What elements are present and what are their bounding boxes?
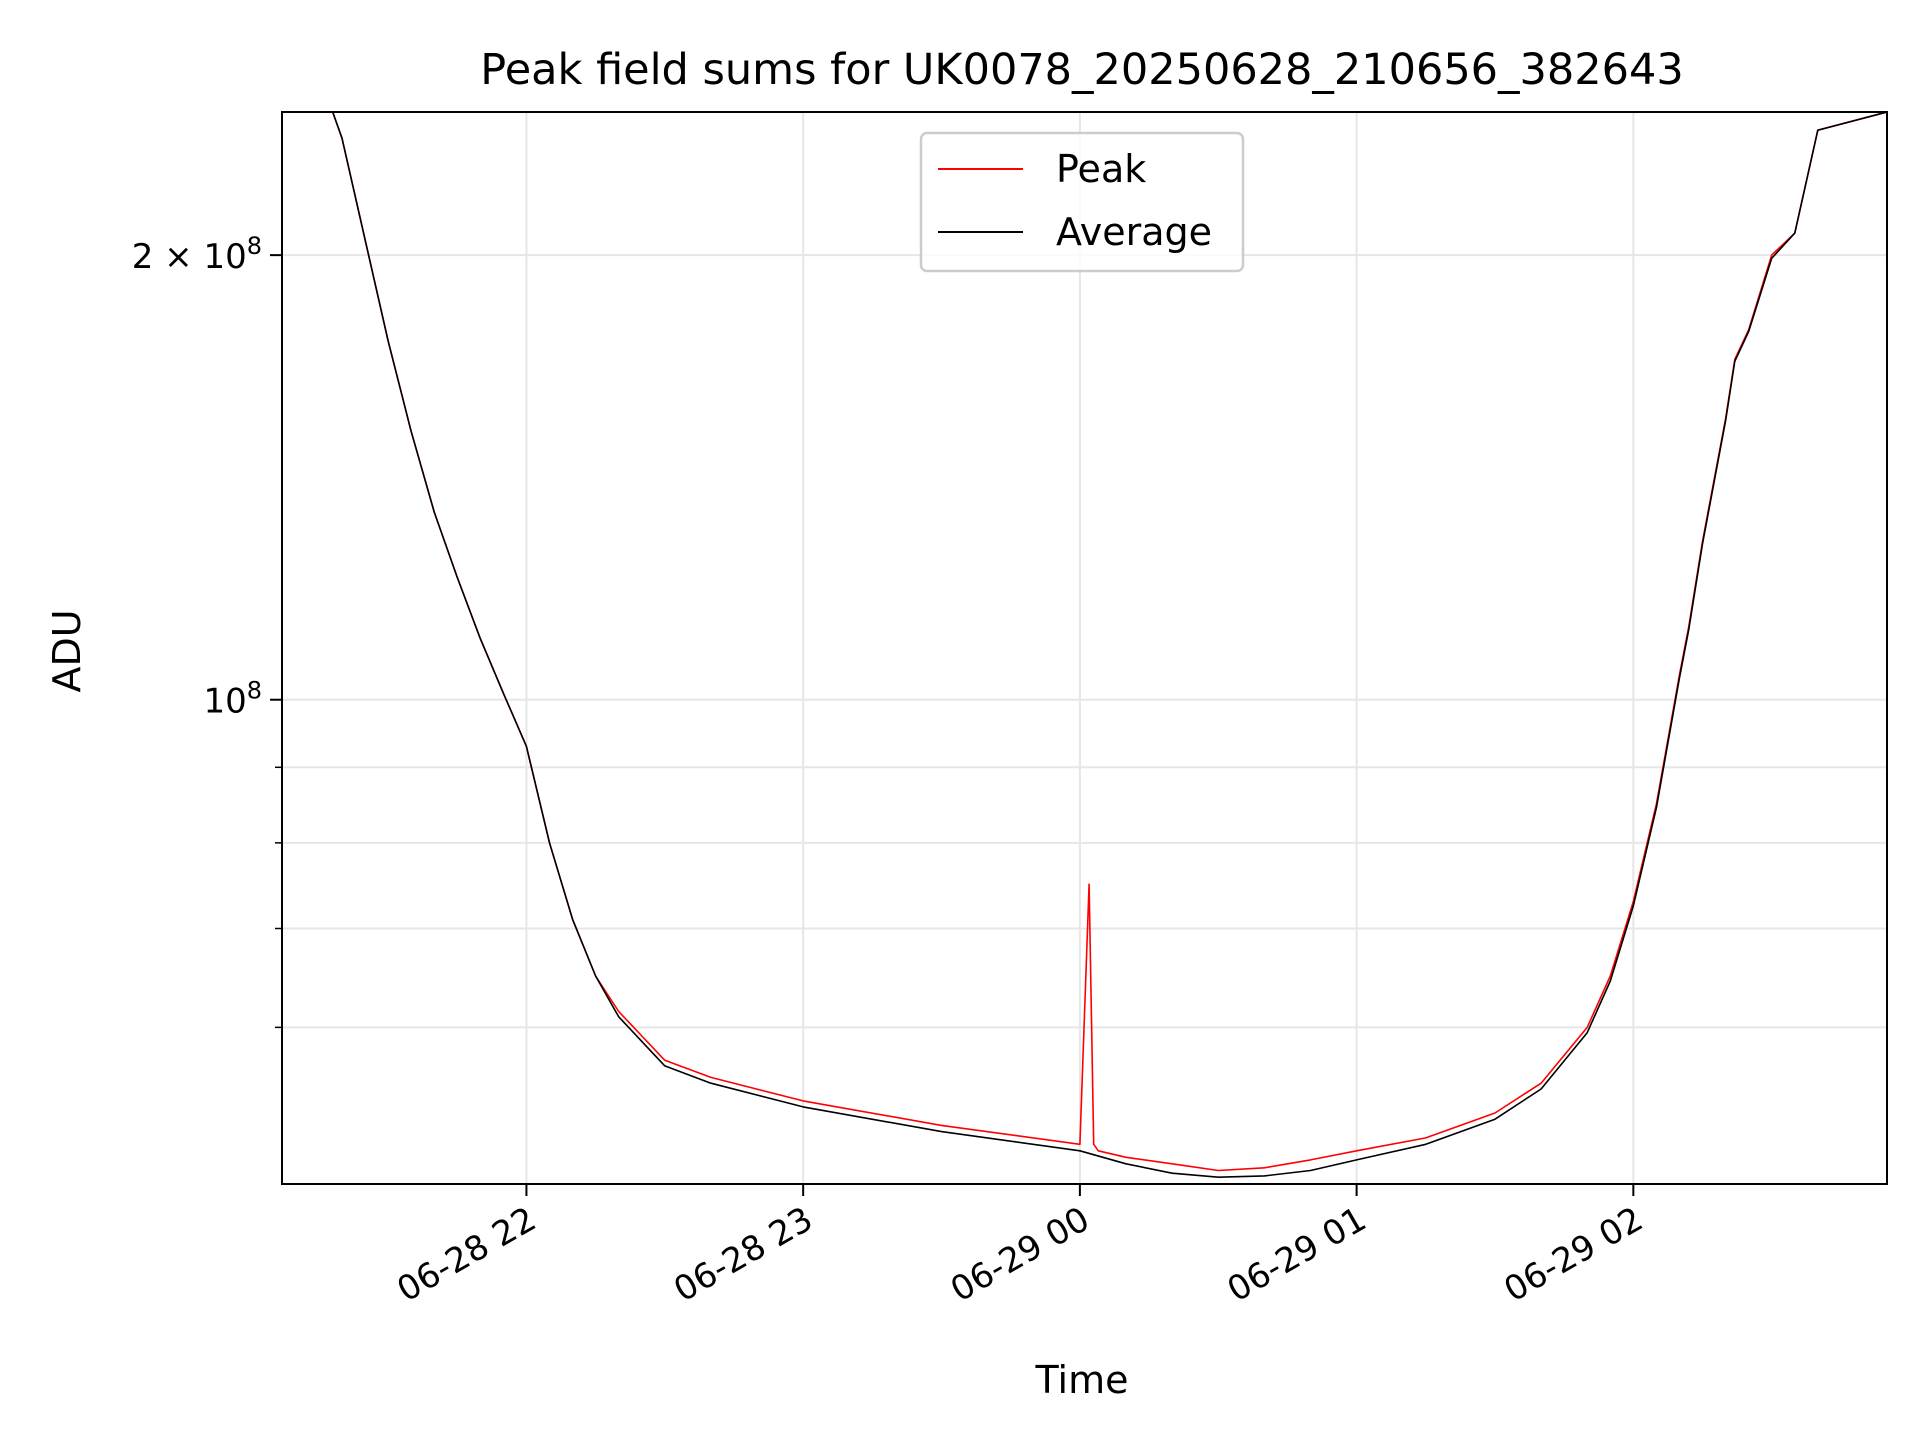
chart-title: Peak field sums for UK0078_20250628_2106… <box>480 45 1683 95</box>
legend: Peak Average <box>919 131 1245 273</box>
legend-label-peak: Peak <box>1056 147 1146 191</box>
plot-frame <box>281 111 1888 1185</box>
y-tick-label: 2 × 108 <box>132 232 262 277</box>
legend-box <box>919 131 1245 273</box>
grid <box>282 112 1887 1184</box>
plot-lines <box>282 112 1887 1178</box>
y-axis-label: ADU <box>45 609 89 692</box>
legend-label-average: Average <box>1056 210 1212 254</box>
y-tick-label: 108 <box>203 677 262 722</box>
series-line-average <box>282 112 1887 1178</box>
x-axis-label: Time <box>1035 1358 1129 1402</box>
